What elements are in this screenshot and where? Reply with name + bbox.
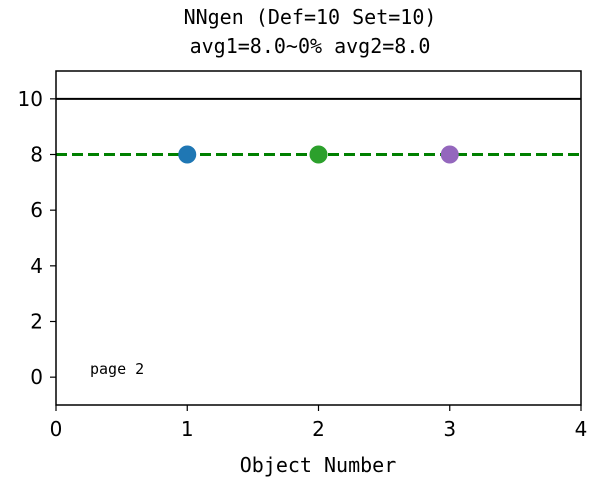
chart-title-line2: avg1=8.0~0% avg2=8.0 [190, 34, 431, 58]
x-tick-label-1: 1 [181, 417, 194, 441]
x-tick-label-4: 4 [575, 417, 588, 441]
chart-title-line1: NNgen (Def=10 Set=10) [184, 5, 437, 29]
data-point-3 [440, 145, 459, 164]
x-tick-label-0: 0 [50, 417, 63, 441]
y-tick-label-5: 10 [18, 87, 43, 111]
y-tick-label-0: 0 [30, 365, 43, 389]
y-tick-label-3: 6 [30, 198, 43, 222]
data-point-2 [309, 145, 328, 164]
x-tick-label-2: 2 [312, 417, 325, 441]
plot-area: 0 1 2 3 4 0 2 4 6 8 10 [18, 70, 588, 441]
x-tick-label-3: 3 [443, 417, 456, 441]
x-axis-label: Object Number [240, 453, 397, 477]
data-point-1 [178, 145, 197, 164]
y-tick-label-4: 8 [30, 143, 43, 167]
y-tick-label-1: 2 [30, 310, 43, 334]
page-annotation: page 2 [90, 360, 144, 378]
axes-frame [55, 70, 582, 406]
y-tick-label-2: 4 [30, 254, 43, 278]
